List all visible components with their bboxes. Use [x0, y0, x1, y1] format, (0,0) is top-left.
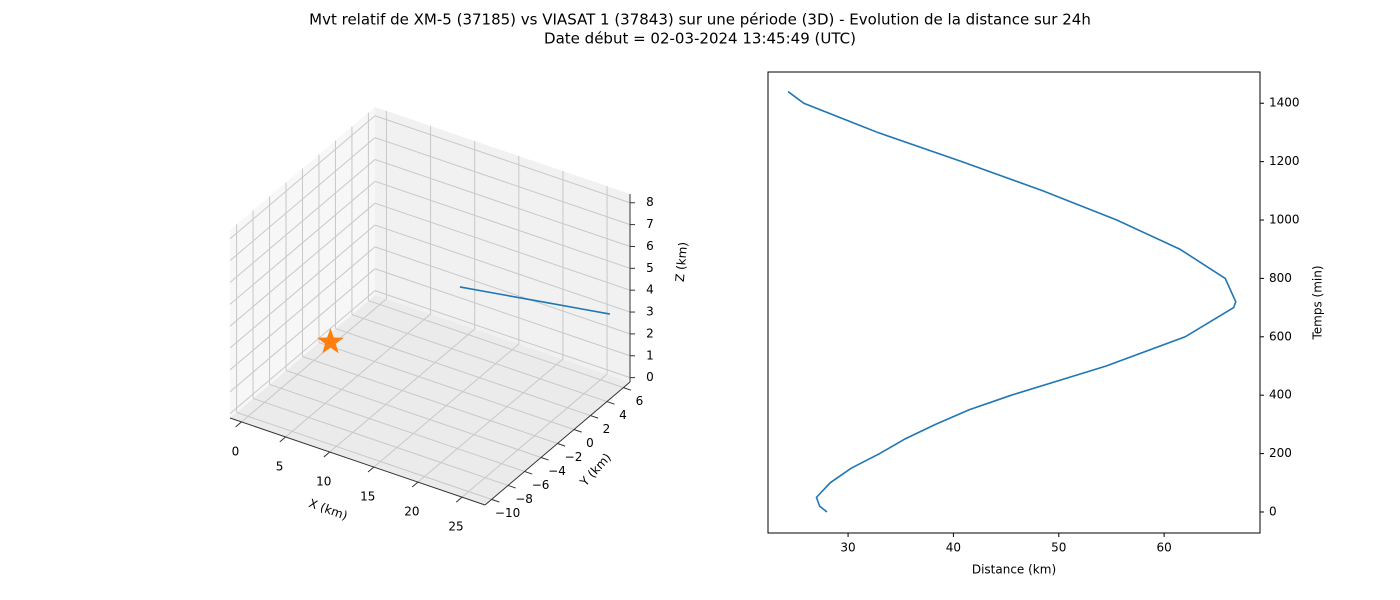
z-tick-label: 5 [646, 261, 654, 275]
y-tick-label: 1000 [1269, 213, 1300, 227]
grid-line [318, 342, 575, 430]
x-tick [455, 496, 463, 503]
x-tick [323, 451, 331, 458]
y-tick-label: 4 [619, 408, 627, 422]
z-tick-label: 8 [646, 195, 654, 209]
x-tick-label: 5 [276, 459, 284, 473]
y-tick-label: 200 [1269, 446, 1292, 460]
z-tick-label: 0 [646, 370, 654, 384]
grid-line [229, 159, 376, 283]
back-pane [375, 107, 630, 382]
y-tick-label: −6 [532, 478, 550, 492]
y-tick [590, 415, 599, 419]
z-tick-label: 7 [646, 217, 654, 231]
grid-line [229, 115, 376, 240]
x-tick-label: 25 [448, 520, 463, 534]
x-tick-label: 30 [840, 541, 855, 555]
z-tick-label: 4 [646, 283, 654, 297]
y-tick-label: 0 [586, 436, 594, 450]
z-tick-label: 6 [646, 239, 654, 253]
z-tick-label: 3 [646, 305, 654, 319]
axis-line [229, 417, 486, 506]
y-tick [491, 498, 500, 503]
axis-line [484, 381, 631, 506]
grid-line [229, 137, 376, 261]
y-tick [524, 470, 533, 475]
y-tick-label: 6 [636, 394, 644, 408]
grid-line [236, 411, 492, 500]
grid-line [229, 224, 376, 349]
y-tick [557, 443, 566, 447]
y-tick [573, 429, 582, 433]
y-tick-label: 800 [1269, 271, 1292, 285]
y-tick [606, 401, 615, 405]
y-tick-label: −4 [548, 464, 566, 478]
grid-line [374, 137, 631, 226]
figure-title: Mvt relatif de XM-5 (37185) vs VIASAT 1 … [309, 11, 1091, 29]
z-axis-label: Z (km) [673, 241, 690, 282]
grid-line [374, 290, 631, 379]
x-tick [411, 481, 419, 488]
x-tick-label: 20 [404, 505, 419, 519]
grid-line [335, 328, 591, 417]
grid-line [229, 180, 376, 305]
grid-line [252, 397, 509, 486]
z-tick-label: 1 [646, 348, 654, 362]
x-tick-label: 10 [316, 475, 331, 489]
y-tick [507, 484, 516, 489]
x-tick-label: 50 [1051, 541, 1066, 555]
grid-line [374, 158, 631, 247]
grid-line [269, 383, 525, 472]
grid-line [374, 224, 631, 313]
x-tick-label: 0 [232, 444, 240, 458]
grid-line [374, 115, 631, 204]
y-tick-label: −8 [515, 492, 533, 506]
grid-line [285, 370, 542, 458]
x-tick [367, 466, 375, 473]
x-axis-label: Distance (km) [972, 563, 1056, 577]
y-tick-label: 600 [1269, 329, 1292, 343]
grid-line [374, 246, 631, 335]
grid-line [374, 180, 631, 269]
grid-line [229, 268, 376, 393]
grid-line [229, 202, 376, 327]
x-axis-label: X (km) [307, 496, 349, 523]
x-tick [235, 421, 242, 428]
x-tick [279, 436, 286, 443]
grid-line [368, 300, 624, 389]
y-tick-label: −10 [495, 506, 520, 520]
distance-line [787, 90, 1237, 513]
star-marker [317, 328, 344, 354]
y-tick-label: 1200 [1269, 154, 1300, 168]
y-tick [540, 457, 549, 461]
y-tick-label: 400 [1269, 388, 1292, 402]
trajectory-line [459, 286, 611, 315]
grid-line [229, 290, 376, 415]
grid-line [351, 314, 608, 403]
y-tick-label: 2 [603, 422, 611, 436]
y-tick-label: 1400 [1269, 96, 1300, 110]
x-tick-label: 15 [360, 490, 375, 504]
x-tick-label: 60 [1156, 541, 1171, 555]
plot-frame [767, 71, 1261, 534]
x-tick-label: 40 [946, 541, 961, 555]
grid-line [374, 202, 631, 291]
figure-subtitle: Date début = 02-03-2024 13:45:49 (UTC) [544, 30, 856, 48]
y-tick-label: 0 [1269, 504, 1277, 518]
grid-line [229, 246, 376, 371]
grid-line [374, 268, 631, 357]
y-tick [623, 387, 632, 391]
z-tick-label: 2 [646, 326, 654, 340]
y-axis-label: Temps (min) [1311, 265, 1325, 340]
y-tick-label: −2 [565, 450, 583, 464]
grid-line [302, 356, 558, 444]
